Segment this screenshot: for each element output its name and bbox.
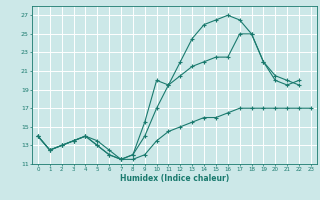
- X-axis label: Humidex (Indice chaleur): Humidex (Indice chaleur): [120, 174, 229, 183]
